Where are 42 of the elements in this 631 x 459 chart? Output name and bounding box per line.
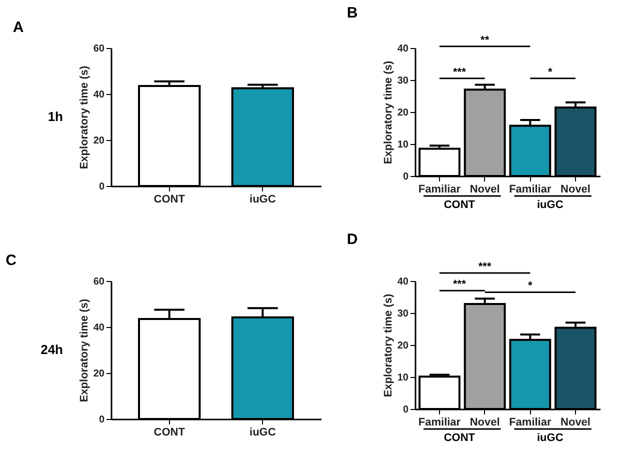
y-axis-title: Exploratory time (s) (382, 294, 394, 398)
x-tick-label: Novel (470, 184, 500, 196)
x-tick-label: Familiar (509, 416, 552, 428)
x-tick-label: Familiar (418, 184, 462, 196)
y-tick-label: 20 (93, 368, 105, 380)
x-tick-label: Novel (470, 416, 500, 428)
text: 24h (40, 342, 64, 357)
y-tick-label: 10 (397, 140, 409, 150)
annotation: * (548, 66, 553, 78)
y-axis-title: Exploratory time (s) (382, 60, 394, 164)
y-tick-label: 30 (397, 76, 409, 86)
y-tick-label: 20 (397, 108, 409, 118)
x-tick-label: Novel (560, 184, 590, 196)
x-tick-label: Novel (560, 416, 590, 428)
y-tick-label: 40 (397, 44, 409, 54)
annotation: *** (453, 66, 467, 78)
y-tick-label: 0 (402, 172, 409, 182)
text: ** (480, 34, 490, 46)
y-tick-label: 60 (93, 44, 105, 54)
y-tick-label: 20 (93, 136, 105, 146)
y-tick-label: 40 (93, 90, 105, 100)
chart-title: A (12, 19, 24, 36)
x-tick-label: Familiar (509, 184, 552, 196)
annotation: * (528, 280, 534, 292)
y-tick-label: 60 (93, 276, 105, 288)
chart-title: B (346, 4, 358, 22)
y-tick-label: 40 (93, 322, 105, 334)
y-axis-title: Exploratory time (s) (78, 66, 90, 170)
y-tick-label: 40 (397, 276, 409, 288)
y-tick-label: 20 (397, 340, 409, 352)
chart-title: D (346, 231, 358, 248)
chart-title: C (6, 252, 17, 269)
y-tick-label: 0 (98, 182, 105, 192)
y-tick-label: 10 (397, 372, 409, 384)
text: 1h (48, 109, 64, 124)
y-tick-label: 0 (98, 414, 105, 426)
y-tick-label: 30 (397, 308, 409, 320)
y-tick-label: 0 (402, 404, 409, 416)
y-axis-title: Exploratory time (s) (78, 298, 90, 402)
x-tick-label: Familiar (418, 416, 462, 428)
text: *** (478, 261, 492, 273)
annotation: *** (453, 278, 467, 291)
